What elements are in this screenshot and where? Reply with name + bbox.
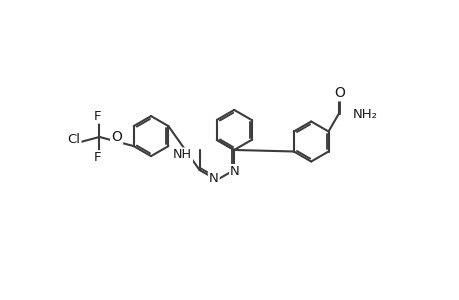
Text: F: F — [94, 110, 101, 123]
Text: O: O — [111, 130, 122, 144]
Text: NH₂: NH₂ — [352, 108, 376, 121]
Text: NH: NH — [173, 148, 191, 161]
Text: Cl: Cl — [67, 133, 80, 146]
Text: N: N — [208, 172, 218, 185]
Text: N: N — [230, 165, 239, 178]
Text: F: F — [94, 151, 101, 164]
Text: O: O — [333, 86, 344, 100]
